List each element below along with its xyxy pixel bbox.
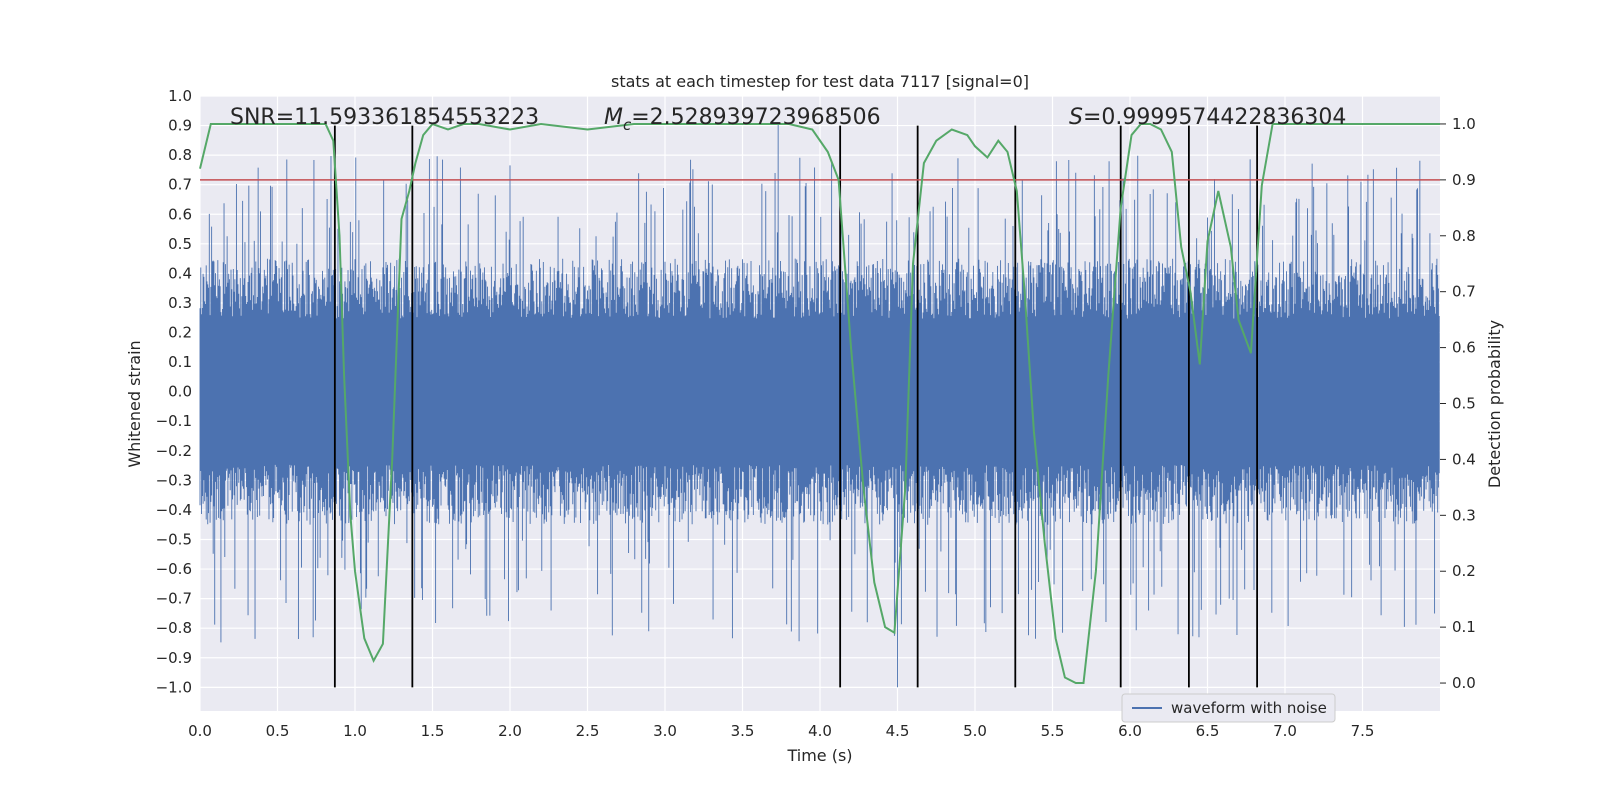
chirp-mass-subscript: c [623, 116, 632, 134]
right-y-tick-label: 0.6 [1452, 339, 1476, 357]
legend-label: waveform with noise [1171, 699, 1327, 717]
left-y-tick-label: 0.9 [168, 117, 192, 135]
right-y-tick-label: 0.7 [1452, 283, 1476, 301]
chirp-mass-value: =2.528939723968506 [631, 105, 880, 130]
right-y-axis-label: Detection probability [1485, 320, 1504, 488]
x-tick-label: 3.0 [653, 722, 677, 740]
chart-title: stats at each timestep for test data 711… [611, 72, 1029, 91]
x-tick-label: 2.0 [498, 722, 522, 740]
left-y-tick-label: −0.2 [156, 442, 192, 460]
legend: waveform with noise [1121, 693, 1336, 723]
left-y-tick-label: 0.1 [168, 353, 192, 371]
left-y-tick-label: 0.7 [168, 176, 192, 194]
snr-annotation: SNR=11.593361854553223 [230, 105, 539, 130]
left-y-tick-label: −0.3 [156, 471, 192, 489]
left-y-tick-label: −0.5 [156, 531, 192, 549]
right-y-tick-label: 0.4 [1452, 450, 1476, 468]
waveform-trace [199, 122, 1440, 688]
left-y-tick-label: 0.3 [168, 294, 192, 312]
left-y-tick-label: 0.4 [168, 264, 192, 282]
detection-probability-line [199, 122, 1440, 684]
score-value: =0.9999574422836304 [1083, 105, 1346, 130]
left-y-tick-label: −0.7 [156, 590, 192, 608]
left-y-tick-label: −0.8 [156, 619, 192, 637]
x-tick-label: 6.0 [1118, 722, 1142, 740]
right-y-tick-label: 0.8 [1452, 227, 1476, 245]
left-y-tick-label: 1.0 [168, 87, 192, 105]
right-y-tick-label: 0.0 [1452, 674, 1476, 692]
x-tick-label: 1.0 [343, 722, 367, 740]
score-annotation: S=0.9999574422836304 [1069, 105, 1346, 130]
left-y-axis-ticks: 1.0 0.9 0.8 0.7 0.6 0.5 0.4 0.3 0.2 0.1 0.0 −0.1 −0.… [156, 87, 192, 696]
left-y-tick-label: 0.6 [168, 205, 192, 223]
waveform-series [199, 122, 1440, 688]
x-tick-label: 0.0 [188, 722, 212, 740]
score-symbol: S [1069, 105, 1083, 130]
x-tick-label: 2.5 [576, 722, 600, 740]
x-tick-label: 5.5 [1041, 722, 1065, 740]
right-y-tick-label: 1.0 [1452, 115, 1476, 133]
x-tick-label: 7.0 [1273, 722, 1297, 740]
left-y-tick-label: 0.5 [168, 235, 192, 253]
x-tick-label: 5.0 [963, 722, 987, 740]
x-tick-label: 4.0 [808, 722, 832, 740]
x-tick-label: 4.5 [886, 722, 910, 740]
left-y-tick-label: −0.4 [156, 501, 192, 519]
right-y-tick-label: 0.5 [1452, 395, 1476, 413]
x-tick-label: 6.5 [1196, 722, 1220, 740]
left-y-tick-label: −1.0 [156, 678, 192, 696]
left-y-tick-label: −0.9 [156, 649, 192, 667]
right-y-axis-ticks: 1.0 0.9 0.8 0.7 0.6 0.5 0.4 0.3 0.2 0.1 0.0 [1440, 115, 1476, 692]
x-axis-label: Time (s) [786, 746, 852, 765]
x-tick-label: 3.5 [731, 722, 755, 740]
chirp-mass-symbol: M [604, 105, 623, 130]
vertical-lines [333, 125, 1258, 688]
x-tick-label: 0.5 [266, 722, 290, 740]
left-y-tick-label: 0.0 [168, 383, 192, 401]
left-y-tick-label: −0.1 [156, 412, 192, 430]
left-y-axis-label: Whitened strain [125, 340, 144, 467]
right-y-tick-label: 0.3 [1452, 506, 1476, 524]
x-tick-label: 7.5 [1351, 722, 1375, 740]
right-y-tick-label: 0.2 [1452, 562, 1476, 580]
x-axis-ticks: 0.0 0.5 1.0 1.5 2.0 2.5 3.0 3.5 4.0 4.5 5.0 5.5 6.0 6… [188, 722, 1374, 740]
right-y-tick-label: 0.1 [1452, 618, 1476, 636]
chirp-mass-annotation: Mc=2.528939723968506 [604, 105, 881, 134]
left-y-tick-label: 0.8 [168, 146, 192, 164]
left-y-tick-label: −0.6 [156, 560, 192, 578]
legend-box [1121, 693, 1336, 723]
x-tick-label: 1.5 [421, 722, 445, 740]
left-y-tick-label: 0.2 [168, 324, 192, 342]
right-y-tick-label: 0.9 [1452, 171, 1476, 189]
